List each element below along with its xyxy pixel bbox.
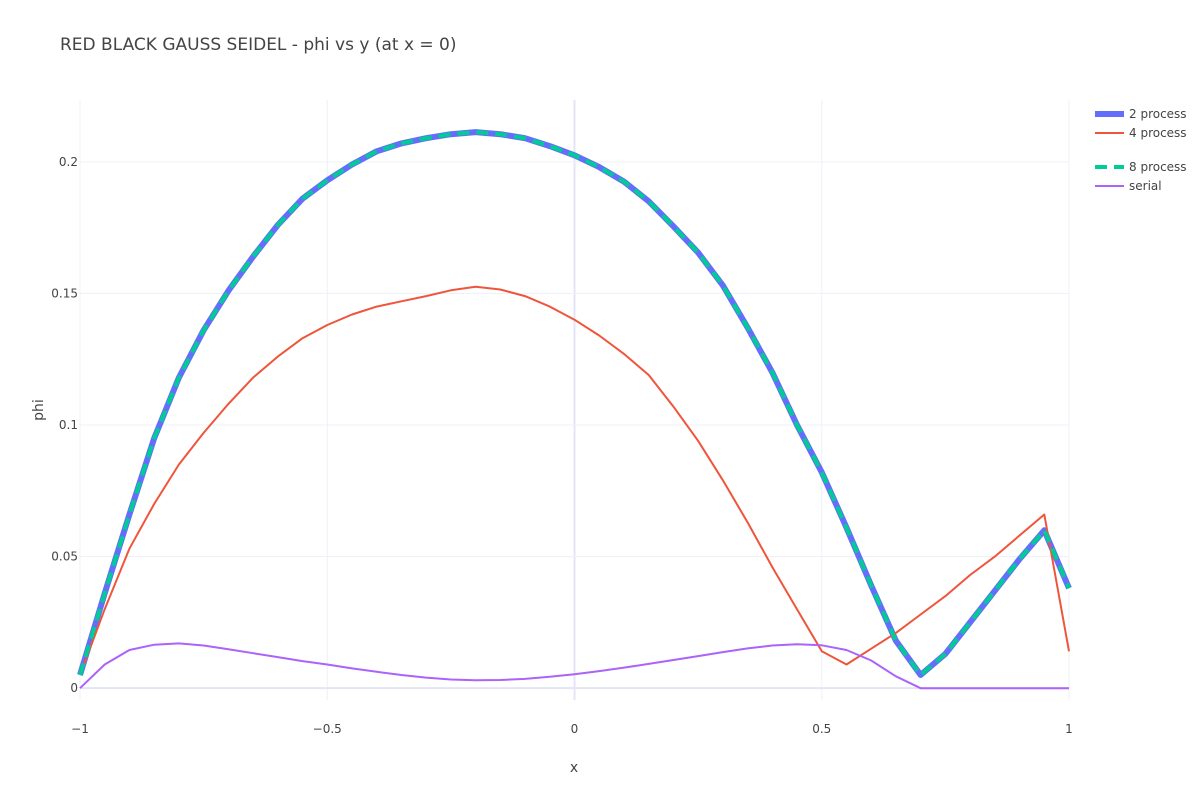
grid xyxy=(79,100,1070,700)
x-axis-title: x xyxy=(570,760,578,776)
series-layer xyxy=(77,129,1072,690)
series-line-serial xyxy=(79,642,1069,690)
x-tick-label: 0 xyxy=(571,722,579,736)
legend-label: serial xyxy=(1129,179,1162,193)
legend-label: 4 process xyxy=(1129,126,1187,140)
y-tick-label: 0.1 xyxy=(59,418,78,432)
series-line-4-process xyxy=(79,285,1070,676)
series-line-8-process xyxy=(78,130,1071,677)
y-tick-label: 0.05 xyxy=(51,550,78,564)
legend-label: 2 process xyxy=(1129,107,1187,121)
x-tick-label: 0.5 xyxy=(812,722,831,736)
y-tick-labels: 0 0.05 0.1 0.15 0.2 xyxy=(51,155,78,695)
legend[interactable]: 2 process 4 process 8 process serial xyxy=(1095,107,1187,193)
y-tick-label: 0 xyxy=(70,681,78,695)
legend-label: 8 process xyxy=(1129,160,1187,174)
x-tick-label: −0.5 xyxy=(313,722,342,736)
y-tick-label: 0.15 xyxy=(51,286,78,300)
x-tick-labels: −1 −0.5 0 0.5 1 xyxy=(71,722,1073,736)
x-tick-label: 1 xyxy=(1065,722,1073,736)
legend-item-2-process[interactable]: 2 process xyxy=(1095,107,1187,121)
legend-item-serial[interactable]: serial xyxy=(1095,179,1162,193)
y-tick-label: 0.2 xyxy=(59,155,78,169)
chart-title: RED BLACK GAUSS SEIDEL - phi vs y (at x … xyxy=(60,35,457,55)
y-axis-title: phi xyxy=(31,399,47,421)
x-tick-label: −1 xyxy=(71,722,89,736)
legend-item-8-process[interactable]: 8 process xyxy=(1095,160,1187,174)
legend-item-4-process[interactable]: 4 process xyxy=(1095,126,1187,140)
